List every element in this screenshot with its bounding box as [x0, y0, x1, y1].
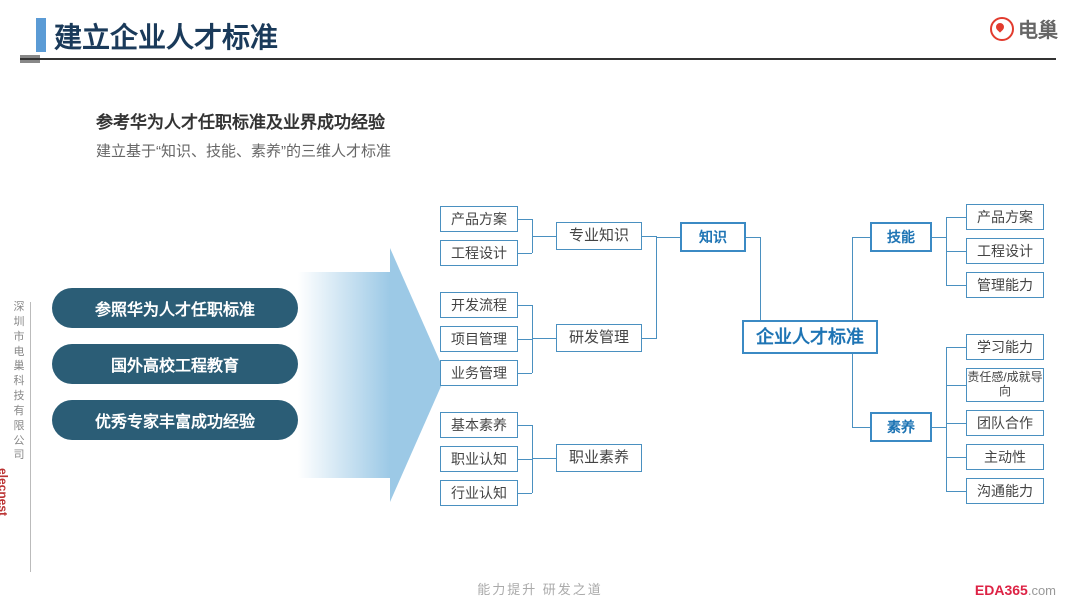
l1-g2-2: 业务管理 — [440, 360, 518, 386]
l1-g2-1: 项目管理 — [440, 326, 518, 352]
c — [518, 305, 532, 306]
r1-0: 学习能力 — [966, 334, 1044, 360]
r1-2: 团队合作 — [966, 410, 1044, 436]
l1-g3-2: 行业认知 — [440, 480, 518, 506]
c — [518, 425, 532, 426]
c — [746, 237, 760, 238]
intro-sub: 建立基于“知识、技能、素养”的三维人才标准 — [96, 140, 391, 161]
c — [946, 217, 966, 218]
r-cat-0: 技能 — [870, 222, 932, 252]
c — [946, 347, 966, 348]
title-accent — [36, 18, 46, 52]
c — [760, 237, 761, 320]
footer-right: EDA365.com — [975, 582, 1056, 598]
r0-2: 管理能力 — [966, 272, 1044, 298]
c — [852, 354, 853, 427]
sidebar-company-en: elecnest — [0, 468, 10, 516]
footer-right-main: EDA365 — [975, 582, 1028, 598]
c — [852, 237, 870, 238]
c — [518, 339, 532, 340]
l3-0: 知识 — [680, 222, 746, 252]
logo-text: 电巢 — [1018, 14, 1058, 43]
c — [852, 427, 870, 428]
c — [532, 338, 556, 339]
r-cat-1: 素养 — [870, 412, 932, 442]
l1-g2-0: 开发流程 — [440, 292, 518, 318]
r1-4: 沟通能力 — [966, 478, 1044, 504]
l2-1: 研发管理 — [556, 324, 642, 352]
l1-g1-0: 产品方案 — [440, 206, 518, 232]
c — [946, 347, 947, 491]
c — [532, 425, 533, 493]
page-title: 建立企业人才标准 — [54, 16, 278, 56]
c — [532, 305, 533, 373]
c — [932, 427, 946, 428]
c — [518, 373, 532, 374]
r0-0: 产品方案 — [966, 204, 1044, 230]
l1-g1-1: 工程设计 — [440, 240, 518, 266]
c — [946, 423, 966, 424]
c — [518, 459, 532, 460]
c — [518, 219, 532, 220]
l2-2: 职业素养 — [556, 444, 642, 472]
c — [946, 285, 966, 286]
sidebar-rule — [30, 302, 31, 572]
l1-g3-1: 职业认知 — [440, 446, 518, 472]
core-box: 企业人才标准 — [742, 320, 878, 354]
pill-3: 优秀专家丰富成功经验 — [52, 400, 298, 440]
arrow-body — [298, 272, 390, 478]
footer-center: 能力提升 研发之道 — [477, 579, 603, 598]
c — [518, 253, 532, 254]
arrow-head — [390, 248, 446, 502]
r0-1: 工程设计 — [966, 238, 1044, 264]
c — [532, 458, 556, 459]
logo-icon — [990, 17, 1014, 41]
c — [946, 457, 966, 458]
intro-bold: 参考华为人才任职标准及业界成功经验 — [96, 108, 385, 133]
c — [932, 237, 946, 238]
pill-1: 参照华为人才任职标准 — [52, 288, 298, 328]
c — [946, 251, 966, 252]
c — [518, 493, 532, 494]
l1-g3-0: 基本素养 — [440, 412, 518, 438]
c — [656, 237, 680, 238]
c — [946, 491, 966, 492]
r1-3: 主动性 — [966, 444, 1044, 470]
c — [532, 236, 556, 237]
c — [852, 237, 853, 320]
footer-right-suffix: .com — [1028, 583, 1056, 598]
title-underline — [20, 58, 1056, 60]
c — [946, 385, 966, 386]
c — [656, 236, 657, 339]
c — [642, 236, 656, 237]
r1-1: 责任感/成就导向 — [966, 368, 1044, 402]
l2-0: 专业知识 — [556, 222, 642, 250]
sidebar-company-cn: 深圳市电巢科技有限公司 — [12, 300, 26, 463]
pill-2: 国外高校工程教育 — [52, 344, 298, 384]
logo: 电巢 — [990, 14, 1058, 43]
c — [642, 338, 656, 339]
